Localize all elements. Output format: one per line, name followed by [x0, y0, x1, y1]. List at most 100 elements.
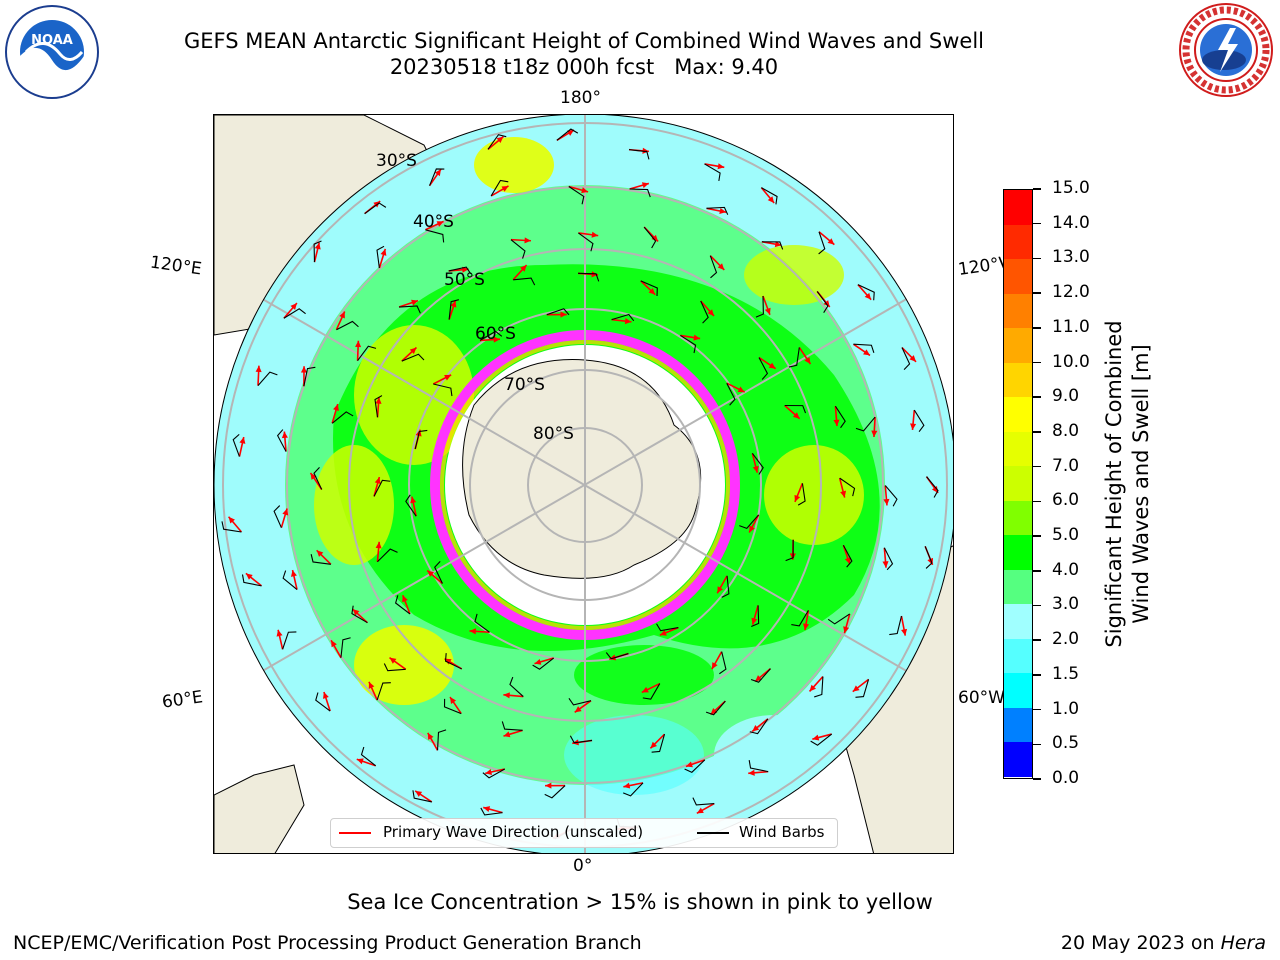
wind-barb	[750, 668, 771, 683]
wind-barb	[622, 782, 644, 797]
lon-label-0: 0°	[573, 856, 593, 876]
wave-arrowhead	[356, 758, 364, 765]
wind-barb	[810, 733, 833, 746]
colorbar-segment	[1004, 673, 1032, 708]
wind-barb	[913, 409, 925, 433]
wave-arrowhead	[863, 349, 871, 356]
wind-barb	[611, 313, 635, 322]
colorbar-tick-mark	[1033, 570, 1041, 572]
colorbar-tick-label: 15.0	[1052, 178, 1090, 198]
colorbar-segment	[1004, 535, 1032, 570]
wind-barb	[842, 544, 853, 568]
graticule	[214, 115, 953, 853]
wind-barb	[692, 797, 715, 806]
colorbar-tick-mark	[1033, 535, 1041, 537]
wave-arrowhead	[444, 374, 452, 381]
wind-barbs	[221, 128, 939, 840]
chart-subtitle: 20230518 t18z 000h fcst Max: 9.40	[389, 55, 779, 79]
wave-arrowhead	[409, 347, 417, 355]
wind-barb	[429, 168, 445, 186]
wind-barb	[405, 494, 417, 517]
wave-max-north	[474, 137, 554, 193]
wind-barb	[629, 188, 651, 198]
wind-barb	[480, 807, 503, 816]
wind-barb	[901, 347, 911, 371]
wind-barb	[383, 663, 406, 672]
wind-barb	[656, 623, 679, 632]
wind-barb	[926, 476, 939, 498]
wind-barb	[360, 746, 377, 767]
wave-arrowhead	[581, 187, 589, 194]
wind-barb	[336, 320, 359, 331]
wind-barb	[889, 615, 903, 636]
wind-barb	[719, 651, 727, 675]
colorbar-segment	[1004, 293, 1032, 329]
wind-barb	[364, 202, 387, 215]
wave-arrowhead	[909, 355, 917, 362]
wave-arrowhead	[276, 629, 283, 637]
colorbar-tick-label: 14.0	[1052, 212, 1090, 233]
wind-barb	[282, 570, 298, 591]
wind-barb	[448, 266, 472, 275]
footer-host: Hera	[1220, 932, 1266, 954]
wave-arrowhead	[752, 465, 759, 473]
colorbar-tick-mark	[1033, 188, 1041, 190]
wind-barb	[578, 272, 600, 282]
colorbar-tick-label: 4.0	[1052, 559, 1080, 580]
wind-barb	[433, 383, 453, 397]
wind-barb	[509, 676, 524, 697]
wave-arrowhead	[624, 318, 632, 325]
wave-arrowhead	[290, 303, 297, 310]
wind-barb	[839, 477, 856, 497]
wave-arrowhead	[711, 662, 718, 670]
wave-max-west2	[314, 445, 394, 565]
wave-arrowhead	[844, 557, 851, 565]
wave-arrowhead	[752, 725, 760, 732]
colorbar-tick-label: 0.5	[1052, 733, 1080, 754]
wind-barb	[569, 735, 593, 744]
svg-text:NOAA: NOAA	[31, 33, 73, 48]
colorbar-tick-mark	[1033, 292, 1041, 294]
wave-arrowhead	[910, 423, 917, 430]
wind-barb	[331, 411, 354, 424]
colorbar-segment	[1004, 604, 1032, 639]
lat-label-40s: 40°S	[413, 212, 454, 232]
colorbar-tick-mark	[1033, 674, 1041, 676]
wind-barb	[232, 433, 240, 457]
wind-barb	[510, 239, 526, 259]
colorbar-tick-mark	[1033, 327, 1041, 329]
colorbar-tick-label: 6.0	[1052, 490, 1080, 511]
footer-date: 20 May 2023 on	[1060, 932, 1221, 954]
wind-barb	[924, 546, 933, 569]
wind-barb	[474, 613, 490, 633]
wind-barb	[628, 149, 650, 160]
colorbar-segment	[1004, 190, 1032, 225]
wave-arrowhead	[591, 231, 599, 238]
footer-right: 20 May 2023 on Hera	[1061, 932, 1266, 954]
wave-max-south	[354, 625, 454, 705]
wind-barb	[834, 405, 846, 429]
wave-arrowhead	[651, 234, 659, 242]
wave-arrowhead	[642, 147, 649, 154]
wave-arrowhead	[843, 626, 850, 634]
colorbar-segment	[1004, 224, 1032, 260]
wave-arrowhead	[444, 658, 452, 665]
wind-barb	[704, 163, 721, 181]
wave-arrowhead	[574, 706, 582, 713]
wave-arrowhead	[852, 685, 860, 692]
wind-barb	[257, 371, 278, 386]
colorbar-tick-label: 5.0	[1052, 525, 1080, 546]
colorbar-tick-label: 3.0	[1052, 594, 1080, 615]
wind-barb	[310, 554, 331, 565]
wind-barb	[788, 347, 800, 368]
wave-arrowhead	[339, 311, 345, 319]
colorbar-tick-label: 13.0	[1052, 247, 1090, 268]
wind-barb	[749, 718, 769, 735]
wind-barb	[758, 357, 769, 380]
wave-arrowhead	[524, 237, 531, 244]
wave-arrowhead	[751, 617, 758, 625]
map-legend: Primary Wave Direction (unscaled) Wind B…	[330, 818, 838, 848]
wind-barb	[501, 721, 523, 731]
wave-arrowhead	[792, 412, 800, 419]
wave-arrowhead	[282, 508, 289, 516]
